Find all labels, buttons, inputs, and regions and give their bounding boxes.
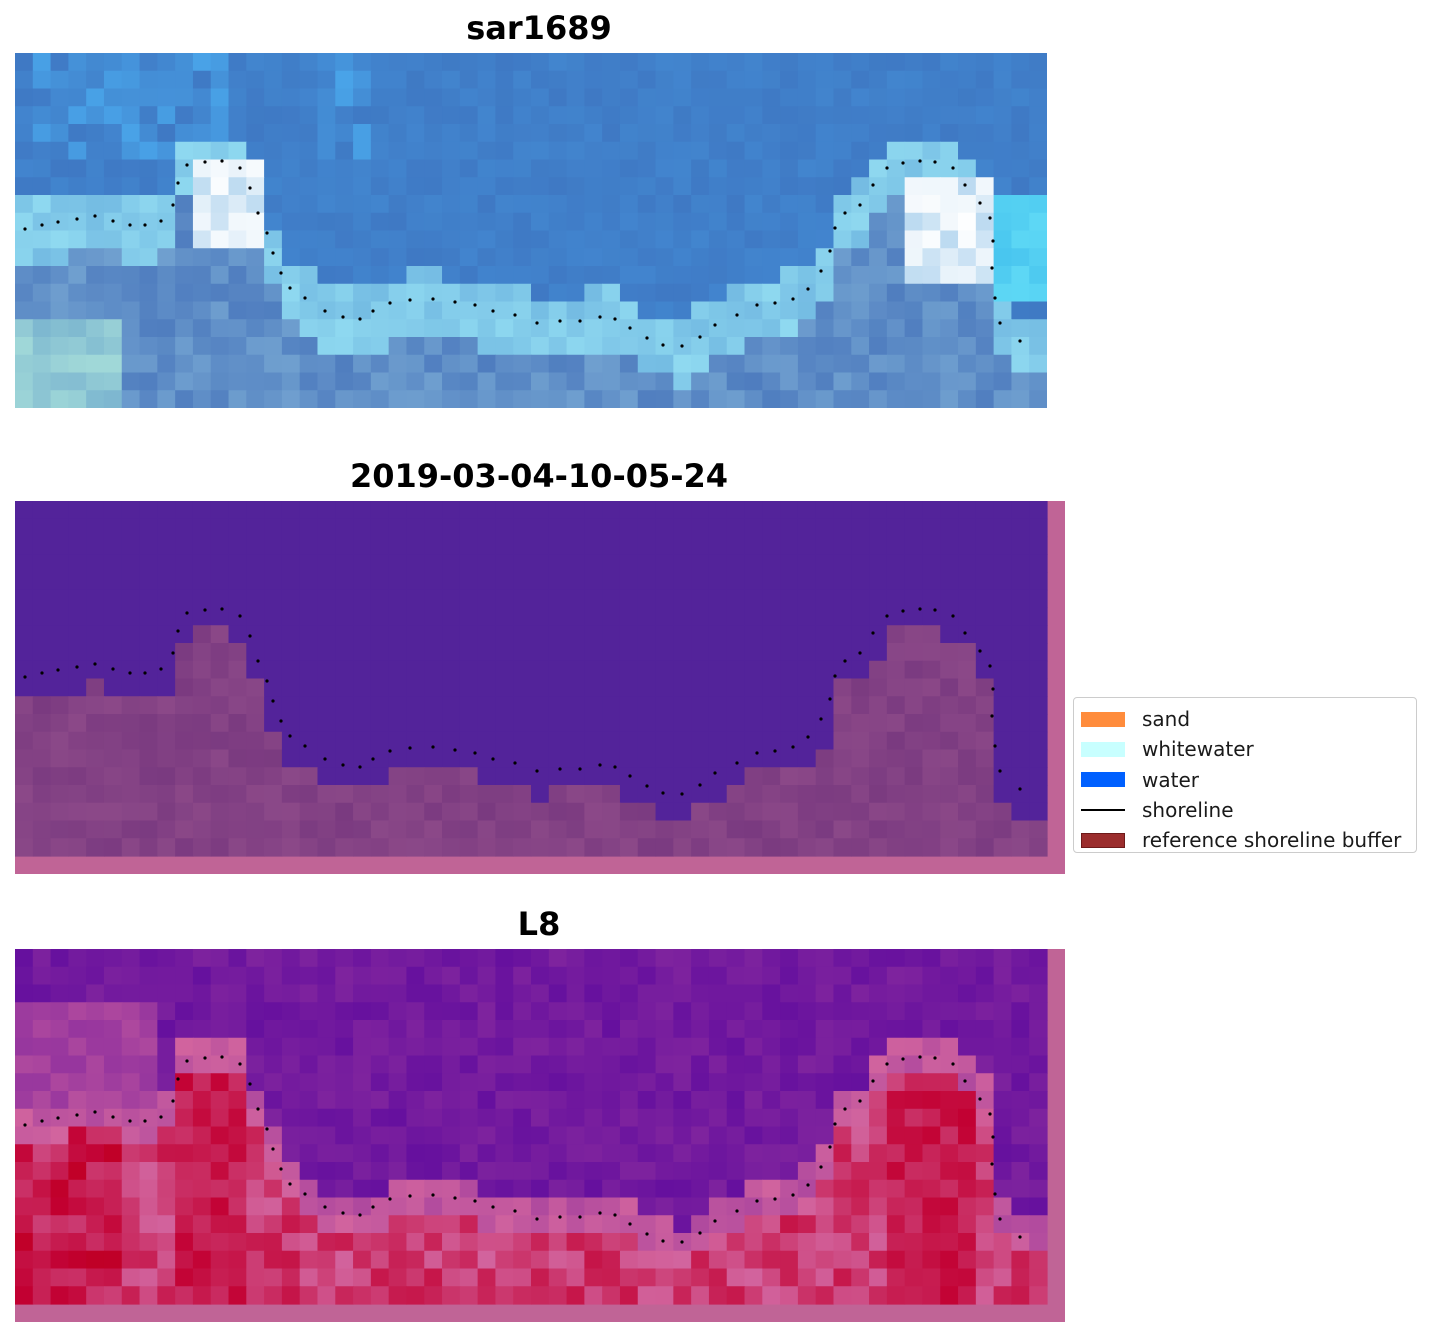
legend-item-shoreline: shoreline [1081,795,1416,825]
legend-item-reference-buffer: reference shoreline buffer [1081,825,1416,855]
shoreline-dots [23,159,1022,348]
rgb-image-panel [15,53,1047,408]
legend-item-whitewater: whitewater [1081,734,1416,764]
shoreline-dots [23,607,1022,796]
legend-swatch-whitewater [1081,741,1125,757]
legend-swatch-water [1081,772,1125,788]
legend-label: shoreline [1142,798,1234,823]
legend-swatch-shoreline [1081,809,1125,812]
legend-label: reference shoreline buffer [1142,828,1402,853]
legend-label: water [1142,767,1199,792]
legend: sand whitewater water shoreline referenc… [1073,697,1417,853]
panel-title-1: sar1689 [466,9,612,47]
panel-title-2: 2019-03-04-10-05-24 [349,457,729,495]
legend-swatch-sand [1081,711,1125,727]
legend-label: sand [1142,707,1191,732]
legend-label: whitewater [1142,737,1254,762]
legend-swatch-reference-buffer [1081,832,1125,848]
legend-item-sand: sand [1081,704,1416,734]
panel-title-3: L8 [517,905,561,943]
legend-item-water: water [1081,765,1416,795]
shoreline-dots [23,1055,1022,1244]
classification-image-panel [15,501,1065,874]
index-image-panel [15,949,1065,1322]
